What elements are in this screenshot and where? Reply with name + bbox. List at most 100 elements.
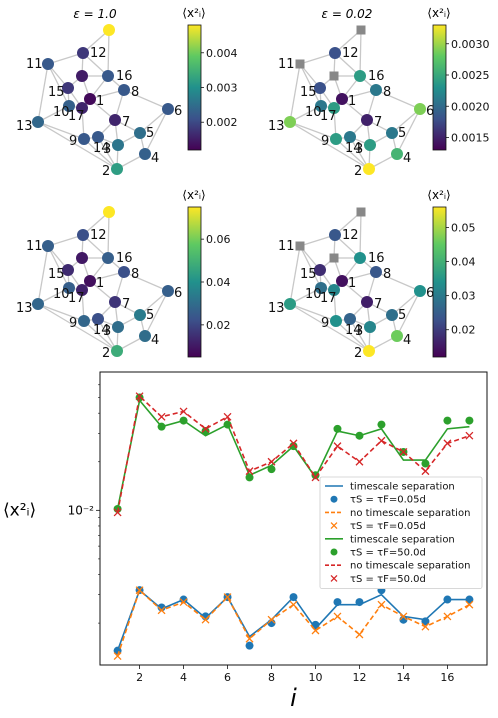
series-2 — [116, 588, 470, 657]
graph-node-label-6: 6 — [174, 104, 182, 119]
graph-node-3 — [112, 321, 124, 333]
graph-node-12 — [77, 47, 89, 59]
legend-entry-label: τS = τF=0.05d — [350, 521, 426, 532]
colorbar-tick-label: 0.003 — [206, 82, 238, 95]
graph-node-label-14: 14 — [345, 323, 362, 338]
graph-node-4 — [139, 148, 151, 160]
graph-node-8 — [370, 84, 382, 96]
graph-node-label-1: 1 — [348, 276, 356, 291]
graph-node-label-7: 7 — [374, 297, 382, 312]
graph-node-label-9: 9 — [69, 134, 77, 149]
graph-edge — [359, 211, 362, 259]
graph-node-label-11: 11 — [278, 239, 295, 254]
graph-edge — [335, 138, 370, 170]
colorbar-tick-label: 0.02 — [206, 319, 231, 332]
graph-edge — [83, 320, 118, 352]
graph-node-9 — [78, 133, 90, 145]
graph-edge — [97, 136, 118, 170]
graph-node-label-3: 3 — [355, 142, 363, 157]
data-point-x — [157, 606, 166, 615]
graph-edge — [299, 63, 322, 107]
graph-edge — [391, 290, 421, 316]
graph-node-label-8: 8 — [383, 267, 391, 282]
x-tick-label: 2 — [136, 671, 143, 684]
data-point-x — [421, 467, 430, 476]
graph-edge — [289, 121, 370, 170]
graph-edge — [47, 52, 84, 65]
graph-node-11 — [295, 59, 305, 69]
data-point-x — [465, 600, 474, 609]
legend-entry-label: τS = τF=50.0d — [350, 548, 426, 559]
graph-edge — [37, 121, 85, 140]
graph-node-label-3: 3 — [103, 142, 111, 157]
graph-node-12 — [329, 47, 341, 59]
data-point — [179, 416, 188, 425]
colorbar-label: ⟨x²ᵢ⟩ — [182, 6, 205, 20]
graph-node-18 — [76, 252, 88, 264]
data-point — [179, 595, 188, 604]
graph-edge — [289, 245, 301, 305]
data-point-x — [355, 630, 364, 639]
graph-node-13 — [284, 298, 296, 310]
graph-node-label-8: 8 — [131, 85, 139, 100]
graph-node-label-6: 6 — [426, 104, 434, 119]
data-point — [245, 641, 254, 650]
data-point-x — [443, 612, 452, 621]
graph-node-10 — [315, 100, 327, 112]
graph-node-label-1: 1 — [348, 94, 356, 109]
legend-entry-label: τS = τF=50.0d — [350, 574, 426, 585]
data-point-x — [267, 615, 276, 624]
graph-panel-bottom-left: 1234567891011121314151617⟨x²ᵢ⟩0.020.040.… — [16, 188, 231, 361]
graph-edge — [299, 245, 322, 289]
legend-entry-label: no timescale separation — [350, 561, 470, 572]
data-point — [113, 646, 122, 655]
colorbar — [432, 206, 447, 358]
graph-node-19 — [356, 207, 366, 217]
graph-node-label-5: 5 — [398, 308, 406, 323]
colorbar-tick-label: 0.0015 — [451, 132, 490, 145]
colorbar — [432, 24, 447, 151]
graph-node-label-7: 7 — [122, 115, 130, 130]
graph-node-label-12: 12 — [90, 46, 107, 61]
legend-entry-label: no timescale separation — [350, 508, 470, 519]
graph-edge — [83, 138, 118, 170]
graph-node-8 — [118, 84, 130, 96]
data-point — [465, 595, 474, 604]
y-axis-label: ⟨x²ᵢ⟩ — [3, 500, 36, 520]
x-tick-label: 6 — [224, 671, 231, 684]
data-point — [443, 595, 452, 604]
data-point-x — [157, 412, 166, 421]
graph-node-label-13: 13 — [268, 301, 285, 316]
graph-node-label-12: 12 — [342, 46, 359, 61]
graph-node-9 — [78, 315, 90, 327]
data-point — [355, 431, 364, 440]
graph-edge — [335, 320, 370, 352]
graph-node-6 — [162, 285, 174, 297]
graph-node-label-2: 2 — [354, 164, 362, 179]
graph-node-5 — [134, 309, 146, 321]
graph-node-2 — [363, 163, 375, 175]
x-axis-label: i — [290, 684, 297, 712]
graph-node-1 — [336, 93, 348, 105]
graph-edge — [299, 52, 336, 65]
legend-dot-swatch — [330, 548, 338, 556]
graph-node-7 — [361, 114, 373, 126]
data-point-x — [399, 612, 408, 621]
graph-node-label-5: 5 — [146, 308, 154, 323]
graph-edge — [144, 290, 169, 337]
graph-node-label-17: 17 — [320, 291, 337, 306]
graph-node-label-13: 13 — [16, 301, 33, 316]
graph-node-label-2: 2 — [102, 346, 110, 361]
data-point-x — [289, 439, 298, 448]
graph-edge — [375, 89, 421, 110]
data-point-x — [311, 626, 320, 635]
data-point-x — [179, 407, 188, 416]
graph-edge — [359, 29, 362, 77]
graph-edge — [47, 234, 84, 247]
graph-node-18 — [329, 71, 339, 81]
graph-edge — [37, 245, 49, 305]
